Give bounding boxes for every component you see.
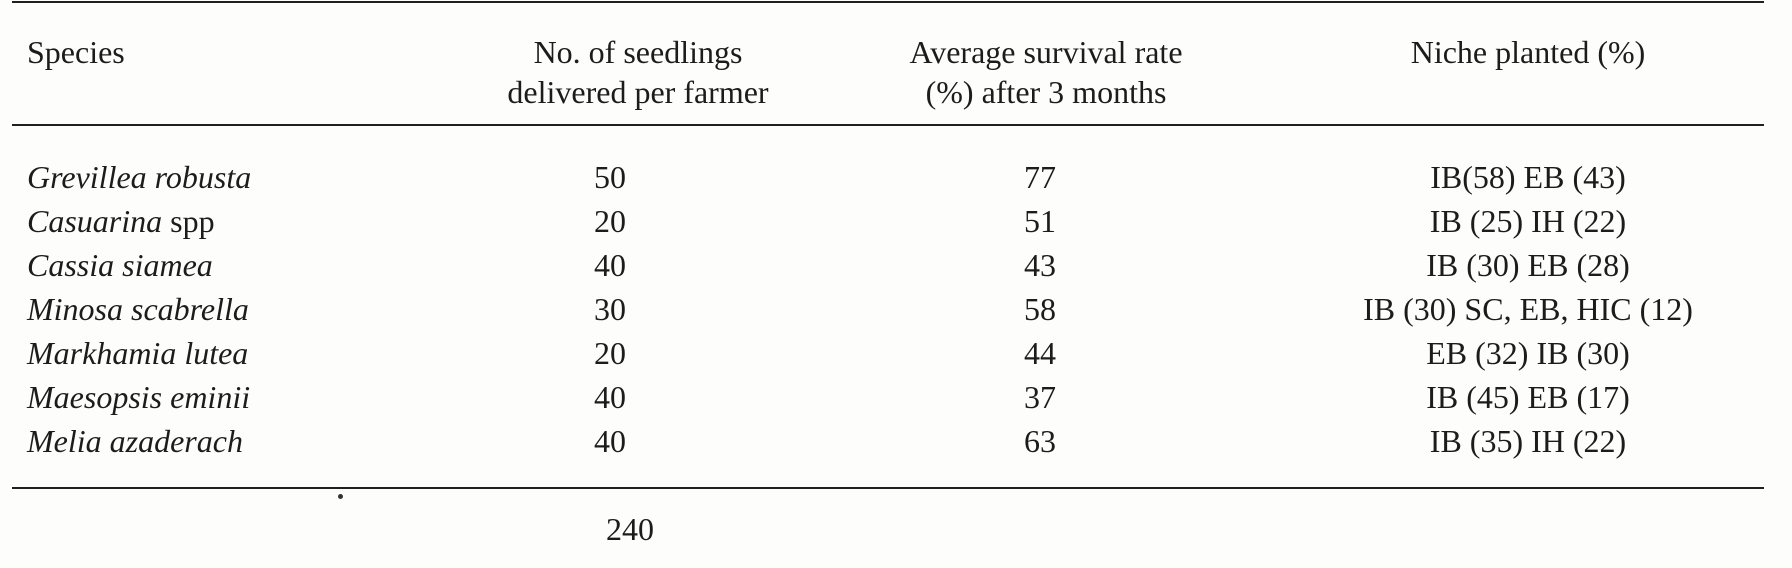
survival-cell: 77 [1024,159,1056,195]
total-seedlings: 240 [606,511,654,547]
species-cell: Cassia siamea [27,245,213,285]
header-bottom-rule [12,124,1764,126]
species-cell: Casuarina spp [27,201,215,241]
table-row: Grevillea robusta 50 77 IB(58) EB (43) [0,157,1792,201]
species-cell: Minosa scabrella [27,289,249,329]
table-body: Grevillea robusta 50 77 IB(58) EB (43) C… [0,157,1792,465]
survival-cell: 51 [1024,203,1056,239]
species-suffix: spp [162,203,215,239]
header-survival-line2: (%) after 3 months [925,74,1167,110]
table-bottom-rule [12,487,1764,489]
species-name: Cassia siamea [27,247,213,283]
header-seedlings-line2: delivered per farmer [507,74,769,110]
niche-cell: IB (25) IH (22) [1429,203,1627,239]
table-row: Markhamia lutea 20 44 EB (32) IB (30) [0,333,1792,377]
table-row: Cassia siamea 40 43 IB (30) EB (28) [0,245,1792,289]
species-name: Maesopsis eminii [27,379,251,415]
species-name: Casuarina [27,203,163,239]
seedlings-cell: 30 [594,291,626,327]
seedlings-cell: 50 [594,159,626,195]
species-name: Markhamia lutea [27,335,249,371]
table-top-rule [12,1,1764,3]
survival-cell: 37 [1024,379,1056,415]
header-niche: Niche planted (%) [1410,34,1646,70]
species-cell: Markhamia lutea [27,333,248,373]
seedlings-cell: 20 [594,335,626,371]
species-name: Melia azaderach [27,423,243,459]
survival-cell: 58 [1024,291,1056,327]
species-name: Grevillea robusta [27,159,252,195]
seedlings-cell: 20 [594,203,626,239]
survival-cell: 63 [1024,423,1056,459]
table-row: Melia azaderach 40 63 IB (35) IH (22) [0,421,1792,465]
survival-cell: 43 [1024,247,1056,283]
niche-cell: IB (30) EB (28) [1426,247,1630,283]
stray-dot-mark [338,494,343,499]
niche-cell: IB(58) EB (43) [1430,159,1626,195]
niche-cell: IB (45) EB (17) [1426,379,1630,415]
table-row: Casuarina spp 20 51 IB (25) IH (22) [0,201,1792,245]
niche-cell: IB (35) IH (22) [1429,423,1627,459]
species-cell: Melia azaderach [27,421,243,461]
header-species: Species [27,34,125,70]
header-survival: Average survival rate (%) after 3 months [866,32,1226,112]
seedlings-cell: 40 [594,379,626,415]
species-cell: Grevillea robusta [27,157,251,197]
niche-cell: IB (30) SC, EB, HIC (12) [1363,291,1693,327]
table-row: Maesopsis eminii 40 37 IB (45) EB (17) [0,377,1792,421]
table-row: Minosa scabrella 30 58 IB (30) SC, EB, H… [0,289,1792,333]
header-seedlings: No. of seedlings delivered per farmer [478,32,798,112]
survival-cell: 44 [1024,335,1056,371]
seedlings-cell: 40 [594,423,626,459]
species-name: Minosa scabrella [27,291,249,327]
niche-cell: EB (32) IB (30) [1426,335,1630,371]
species-cell: Maesopsis eminii [27,377,250,417]
header-survival-line1: Average survival rate [909,34,1183,70]
seedlings-cell: 40 [594,247,626,283]
header-seedlings-line1: No. of seedlings [533,34,743,70]
